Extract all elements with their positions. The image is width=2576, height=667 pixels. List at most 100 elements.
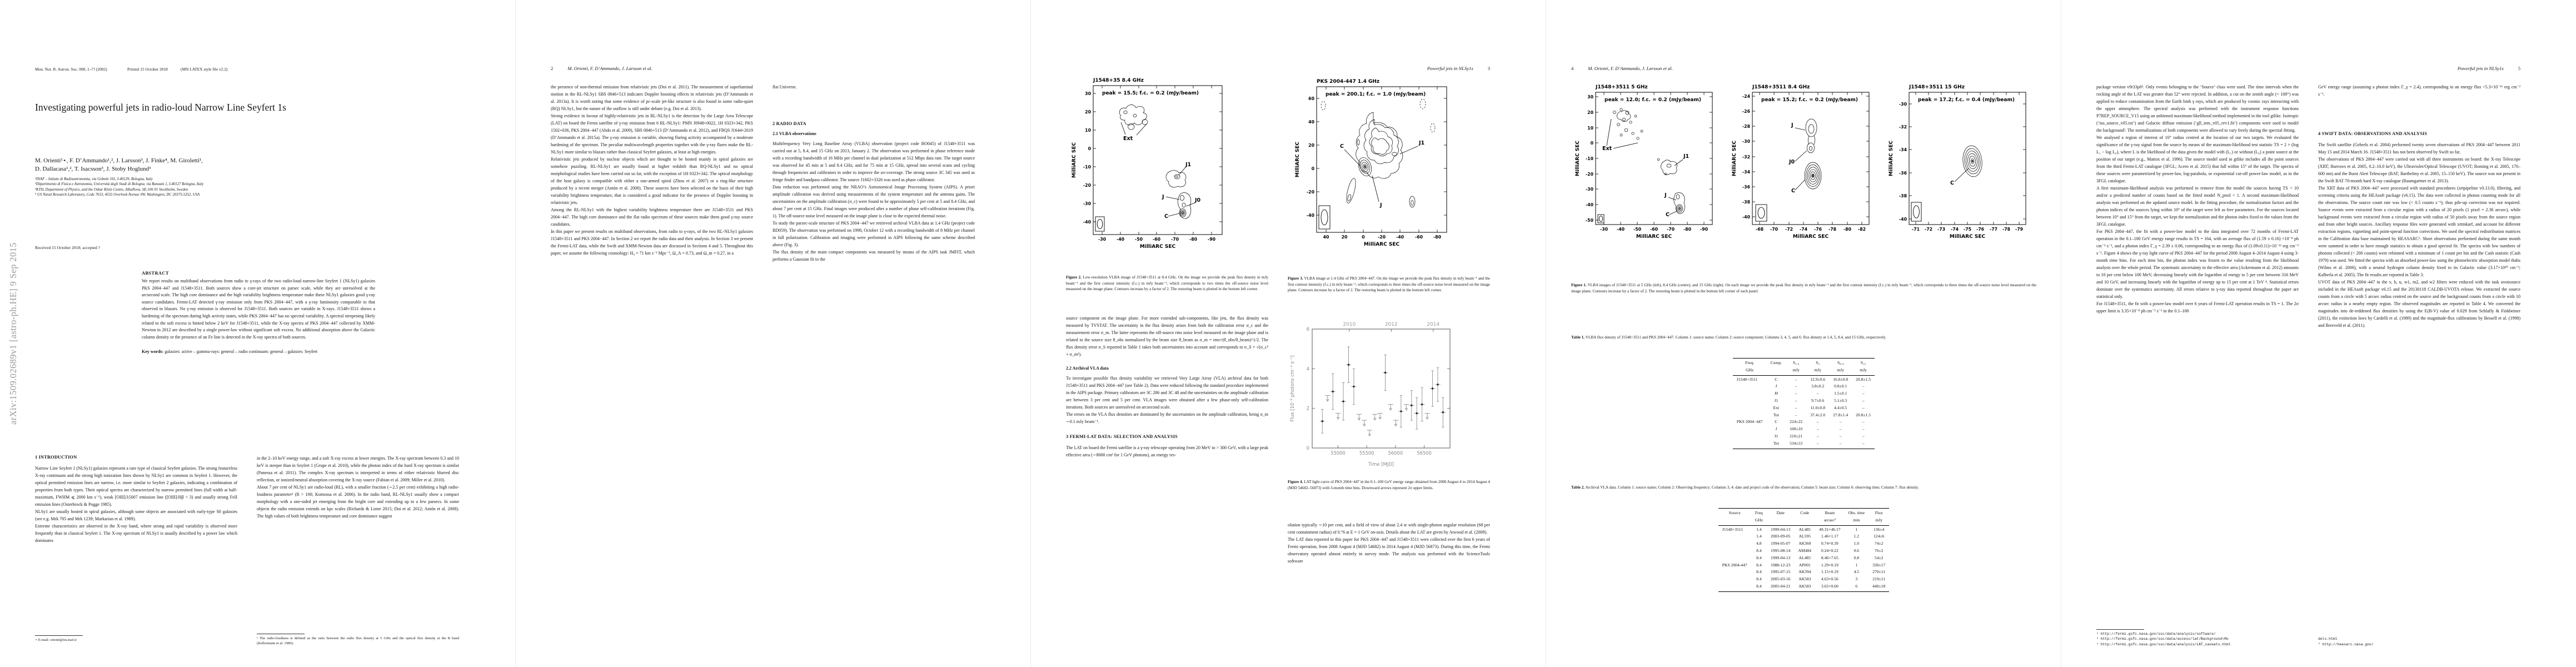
- svg-text:J1548+3511 15 GHz: J1548+3511 15 GHz: [1909, 84, 1965, 90]
- svg-text:MilliARC SEC: MilliARC SEC: [1793, 234, 1829, 240]
- svg-text:-72: -72: [1925, 227, 1932, 232]
- page-number: 3: [1487, 66, 1490, 71]
- svg-text:60: 60: [1308, 96, 1314, 101]
- section-4-heading: 4 SWIFT DATA: OBSERVATIONS AND ANALYSIS: [2318, 131, 2428, 136]
- table-row: PKS 2004−447 C 224±22– – –: [1736, 419, 1865, 425]
- paragraph: olution typically ∼10 per cent, and a fi…: [1288, 522, 1490, 535]
- table-1-container: Freq. Comp. S₁.₄ S₅ S₈.₄ S₁₅ GHz mJy mJy mJy mJy J…: [1571, 358, 2036, 452]
- svg-text:-30: -30: [1742, 139, 1751, 144]
- p3-column-right: olution typically ∼10 per cent, and a fi…: [1288, 521, 1490, 565]
- svg-text:-10: -10: [1586, 156, 1594, 161]
- svg-text:J0: J0: [1194, 197, 1201, 203]
- page-4: 4 M. Orienti, F. D’Ammando, J. Larsson et…: [1546, 0, 2061, 667]
- footnote-rule: [2096, 629, 2144, 630]
- paragraph: For PKS 2004−447, the fit with a power-l…: [2096, 229, 2299, 299]
- svg-text:J1548+3511 8.4 GHz: J1548+3511 8.4 GHz: [1752, 84, 1810, 90]
- svg-text:-79: -79: [2015, 227, 2023, 232]
- svg-text:-20: -20: [1307, 190, 1315, 195]
- column-lead-text: flat Universe.: [773, 84, 797, 89]
- svg-text:-75: -75: [1964, 227, 1971, 232]
- svg-text:-74: -74: [1951, 227, 1959, 232]
- column-lead-text: GeV energy range (assuming a photon inde…: [2318, 84, 2520, 97]
- page-number: 4: [1571, 66, 1574, 71]
- svg-text:-78: -78: [2002, 227, 2010, 232]
- table-row: 4.8 1994-05-07 AK360 0.74×0.39 1.0 74±2: [1756, 541, 1884, 546]
- svg-text:-20: -20: [1586, 172, 1594, 177]
- svg-text:MilliARC SEC: MilliARC SEC: [1140, 244, 1176, 250]
- footnote-rule: [35, 635, 83, 636]
- svg-text:20: 20: [1587, 110, 1593, 115]
- paragraph: The XRT data of PKS 2004−447 were proces…: [2318, 186, 2520, 277]
- table-row: 8.4 1999-04-13 AL485 8.46×7.65 0.8 54±2: [1756, 555, 1884, 560]
- running-title: Powerful jets in NLSy1s: [2457, 66, 2504, 71]
- running-authors: M. Orienti, F. D’Ammando, J. Larsson et …: [1588, 66, 1673, 71]
- section-gap: [2318, 98, 2520, 131]
- page-3: Powerful jets in NLSy1s 3 J1548+35 8.4: [1030, 0, 1546, 667]
- svg-text:-71: -71: [1912, 227, 1920, 232]
- running-title: Powerful jets in NLSy1s: [1427, 66, 1473, 71]
- svg-text:2012: 2012: [1385, 322, 1398, 327]
- svg-text:-30: -30: [1098, 237, 1107, 242]
- paragraph: Relativistic jets produced by nuclear ob…: [551, 157, 753, 205]
- svg-text:J1548+35 8.4 GHz: J1548+35 8.4 GHz: [1093, 78, 1144, 83]
- svg-text:MilliARC SEC: MilliARC SEC: [1295, 142, 1301, 178]
- table-1-caption: Table 1. VLBA flux density of J1548+3511…: [1571, 335, 1886, 340]
- section-1-heading: 1 INTRODUCTION: [35, 455, 77, 460]
- svg-text:-78: -78: [1828, 227, 1836, 232]
- paragraph: source component on the image plane. For…: [1066, 316, 1268, 357]
- svg-text:55000: 55000: [1331, 450, 1346, 456]
- svg-text:-26: -26: [1742, 109, 1750, 114]
- paragraph: ⁴ http://fermi.gsfc.nasa.gov/ssc/data/an…: [2096, 642, 2231, 646]
- paragraph: ¹INAF – Istituto di Radioastronomia, via…: [35, 177, 153, 181]
- svg-text:0: 0: [1088, 146, 1092, 151]
- svg-text:J1: J1: [1683, 153, 1689, 160]
- svg-text:J0: J0: [1788, 159, 1795, 165]
- svg-text:Ext: Ext: [1123, 136, 1133, 142]
- svg-text:J: J: [1162, 194, 1164, 200]
- svg-text:40: 40: [1323, 235, 1329, 240]
- svg-text:peak = 12.0; f.c. = 0.2 (mJy/: peak = 12.0; f.c. = 0.2 (mJy/beam): [1605, 97, 1701, 103]
- running-head: Powerful jets in NLSy1s 3: [1066, 66, 1490, 71]
- section-2-1-heading: 2.1 VLBA observations: [773, 131, 816, 136]
- svg-text:-40: -40: [1117, 237, 1125, 242]
- figure-2-caption: Figure 2. Low-resolution VLBA image of J…: [1066, 275, 1269, 292]
- svg-text:J1: J1: [1418, 140, 1424, 146]
- svg-text:-38: -38: [1742, 200, 1750, 205]
- svg-text:2: 2: [1307, 406, 1309, 411]
- svg-text:-70: -70: [1171, 237, 1179, 242]
- svg-text:-40: -40: [1617, 227, 1625, 232]
- paragraph: The observations of PKS 2004−447 were ca…: [2318, 157, 2520, 183]
- svg-text:55500: 55500: [1359, 450, 1374, 456]
- latex-style-note: (MN LATEX style file v2.2): [181, 67, 228, 72]
- paragraph: We analysed a region of interest of 10° …: [2096, 135, 2299, 183]
- table-row: J 100±10– – –: [1775, 426, 1865, 432]
- svg-text:4: 4: [1307, 366, 1309, 371]
- table-1-header: Freq. Comp. S₁.₄ S₅ S₈.₄ S₁₅ GHz mJy mJy mJy mJy: [1732, 360, 1875, 376]
- abstract-text: We report results on multiband observati…: [142, 278, 375, 340]
- paragraph: the presence of non-thermal emission fro…: [551, 84, 753, 111]
- paragraph-list: the presence of non-thermal emission fro…: [551, 83, 753, 257]
- svg-text:-40: -40: [1586, 202, 1594, 207]
- page-5: Powerful jets in NLSy1s 5 package version…: [2061, 0, 2576, 667]
- paragraph: NLSy1 are usually hosted in spiral galax…: [35, 509, 237, 521]
- table-row: J1548+3511 1.4 1999-04-13 AL485 49.31×46.17 1…: [1722, 526, 1885, 532]
- page-number: 2: [551, 66, 554, 71]
- svg-text:MilliARC SEC: MilliARC SEC: [1950, 234, 1986, 240]
- table-row: 8.4 1995-07-15 AK394 1.15×0.19 4.5 270±11: [1756, 569, 1886, 575]
- svg-text:-50: -50: [1135, 237, 1143, 242]
- svg-text:0: 0: [1312, 166, 1315, 171]
- keywords-text: galaxies: active – gamma-rays: general –…: [165, 349, 318, 355]
- svg-text:30: 30: [1085, 91, 1091, 96]
- paragraph: ³ http://fermi.gsfc.nasa.gov/ssc/data/ac…: [2096, 637, 2229, 641]
- svg-text:-10: -10: [1083, 165, 1092, 170]
- paragraph: Extreme characteristics are observed in …: [35, 524, 237, 543]
- footnote-email: ⋆ E-mail: orienti@ira.inaf.it: [35, 635, 237, 643]
- paragraph-list: Multifrequency Very Long Baseline Array …: [773, 140, 975, 263]
- svg-text:-30: -30: [1899, 102, 1907, 107]
- svg-text:-38: -38: [1899, 193, 1907, 198]
- svg-text:MilliARC SEC: MilliARC SEC: [1072, 142, 1077, 178]
- paragraph-list: package version v9r33p0². Only events be…: [2096, 83, 2299, 315]
- figure-1-caption: Figure 1. VLBA images of J1548+3511 at 5…: [1571, 283, 2036, 293]
- svg-text:C: C: [1340, 143, 1344, 150]
- svg-text:-72: -72: [1785, 227, 1793, 232]
